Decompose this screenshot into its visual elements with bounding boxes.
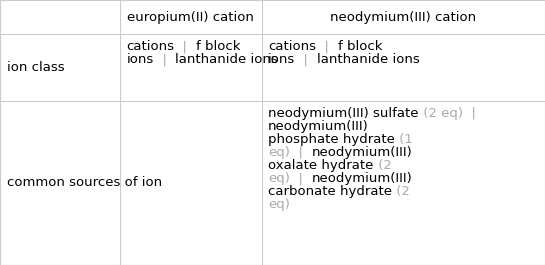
Text: |: | [316,40,337,53]
Text: phosphate hydrate: phosphate hydrate [268,133,395,146]
Text: europium(II) cation: europium(II) cation [128,11,254,24]
Text: neodymium(III): neodymium(III) [268,120,369,133]
Text: (2: (2 [392,185,410,198]
Text: neodymium(III) cation: neodymium(III) cation [330,11,476,24]
Text: eq): eq) [268,146,290,159]
Text: (2: (2 [373,159,391,172]
Text: |: | [295,53,317,67]
Text: neodymium(III) sulfate: neodymium(III) sulfate [268,107,419,120]
Text: |: | [290,146,311,159]
Text: carbonate hydrate: carbonate hydrate [268,185,392,198]
Text: cations: cations [268,40,316,53]
Text: lanthanide ions: lanthanide ions [175,53,278,67]
Text: f block: f block [337,40,382,53]
Text: neodymium(III): neodymium(III) [311,146,412,159]
Text: eq): eq) [268,172,290,185]
Text: (2 eq): (2 eq) [419,107,463,120]
Text: |: | [463,107,476,120]
Text: ion class: ion class [7,61,64,74]
Text: lanthanide ions: lanthanide ions [317,53,420,67]
Text: |: | [174,40,196,53]
Text: cations: cations [126,40,174,53]
Text: (1: (1 [395,133,413,146]
Text: common sources of ion: common sources of ion [7,176,162,189]
Text: ions: ions [126,53,154,67]
Text: f block: f block [196,40,240,53]
Text: neodymium(III): neodymium(III) [311,172,412,185]
Text: eq): eq) [268,198,290,211]
Text: |: | [290,172,311,185]
Text: ions: ions [268,53,295,67]
Text: oxalate hydrate: oxalate hydrate [268,159,373,172]
Text: |: | [154,53,175,67]
